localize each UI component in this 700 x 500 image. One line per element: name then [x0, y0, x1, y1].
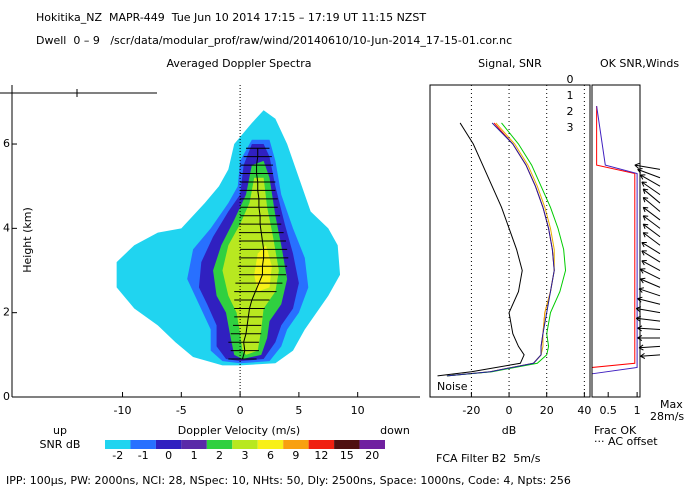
colorbar-tick-label: 9 [292, 449, 299, 462]
frac-ok-line [591, 106, 636, 374]
legend-entry: 2 [567, 105, 574, 118]
colorbar-label: SNR dB [40, 438, 81, 451]
wind-arrow [637, 296, 661, 305]
colorbar-swatch [206, 440, 233, 449]
plot-frame [591, 84, 641, 398]
max-value-label: 28m/s [650, 410, 684, 423]
x-tick-label: 20 [540, 404, 554, 417]
snr-line [437, 122, 525, 377]
x-axis-label: Frac OK [594, 424, 637, 437]
panel-title: Averaged Doppler Spectra [166, 57, 311, 70]
contour [254, 245, 272, 292]
colorbar-tick-label: 2 [216, 449, 223, 462]
wind-arrow [639, 277, 661, 288]
colorbar-tick-label: 1 [191, 449, 198, 462]
wind-arrow [637, 334, 660, 341]
legend-entry: 1 [567, 89, 574, 102]
wind-arrow [640, 352, 661, 359]
colorbar-swatch [105, 440, 131, 449]
x-tick-label: 0.5 [599, 404, 617, 417]
y-tick-label: 2 [3, 306, 10, 319]
colorbar-tick-label: 6 [267, 449, 274, 462]
x-axis-label: Doppler Velocity (m/s) [178, 424, 300, 437]
direction-label: down [380, 424, 410, 437]
snr-line [446, 122, 567, 377]
x-tick-label: 40 [577, 404, 591, 417]
panel-title: Signal, SNR [478, 57, 542, 70]
x-tick-label: 5 [295, 404, 302, 417]
colorbar-swatch [334, 440, 360, 449]
x-tick-label: -20 [462, 404, 480, 417]
snr-line [446, 122, 555, 377]
wind-arrow [642, 206, 661, 221]
frac-ok-line [591, 106, 638, 375]
wind-arrow [642, 188, 661, 204]
wind-arrow [638, 287, 661, 297]
colorbar-tick-label: 0 [165, 449, 172, 462]
header-line: Dwell 0 – 9 /scr/data/modular_prof/raw/w… [36, 34, 512, 47]
wind-arrow [634, 162, 661, 170]
y-tick-label: 0 [3, 390, 10, 403]
wind-arrow [642, 215, 661, 229]
snr-line [446, 122, 555, 377]
wind-arrow [639, 268, 661, 280]
wind-arrow [641, 181, 661, 196]
wind-arrow [641, 250, 661, 263]
colorbar-swatch [283, 440, 309, 449]
colorbar-swatch [232, 440, 258, 449]
wind-arrow [639, 174, 661, 187]
wind-arrow [641, 241, 661, 255]
wind-arrow [637, 325, 661, 332]
wind-arrow [642, 232, 661, 246]
legend-entry: 3 [567, 121, 574, 134]
y-axis-label: Height (km) [21, 207, 34, 273]
colorbar-tick-label: 15 [340, 449, 354, 462]
parameters: IPP: 100μs, PW: 2000ns, NCI: 28, NSpec: … [6, 474, 571, 487]
x-tick-label: -5 [176, 404, 187, 417]
colorbar-swatch [130, 440, 156, 449]
colorbar-tick-label: -2 [112, 449, 123, 462]
y-tick-label: 6 [3, 137, 10, 150]
max-label: Max [660, 398, 683, 411]
wind-arrow [642, 223, 661, 238]
colorbar-tick-label: 3 [242, 449, 249, 462]
noise-label: Noise [437, 380, 468, 393]
snr-line [446, 122, 555, 377]
y-tick-label: 4 [3, 221, 10, 234]
colorbar-swatch [308, 440, 335, 449]
x-tick-label: 10 [351, 404, 365, 417]
x-tick-label: 0 [237, 404, 244, 417]
wind-arrow [642, 196, 661, 212]
colorbar-swatch [359, 440, 385, 449]
colorbar-swatch [155, 440, 182, 449]
panel-title: OK SNR,Winds [600, 57, 679, 70]
plot-frame [429, 84, 591, 398]
note: ··· AC offset [594, 435, 658, 448]
mean-velocity [241, 148, 265, 360]
colorbar-swatch [257, 440, 284, 449]
x-tick-label: 0 [506, 404, 513, 417]
x-tick-label: 1 [634, 404, 641, 417]
direction-label: up [53, 424, 67, 437]
colorbar-tick-label: 12 [314, 449, 328, 462]
filter-label: FCA Filter B2 5m/s [436, 452, 541, 465]
colorbar-swatch [181, 440, 207, 449]
wind-arrow [638, 344, 661, 351]
legend-entry: 0 [567, 73, 574, 86]
wind-arrow [641, 259, 661, 271]
x-axis-label: dB [502, 424, 517, 437]
x-tick-label: -10 [114, 404, 132, 417]
colorbar-tick-label: -1 [138, 449, 149, 462]
header-line: Hokitika_NZ MAPR-449 Tue Jun 10 2014 17:… [36, 11, 426, 24]
colorbar-tick-label: 20 [365, 449, 379, 462]
